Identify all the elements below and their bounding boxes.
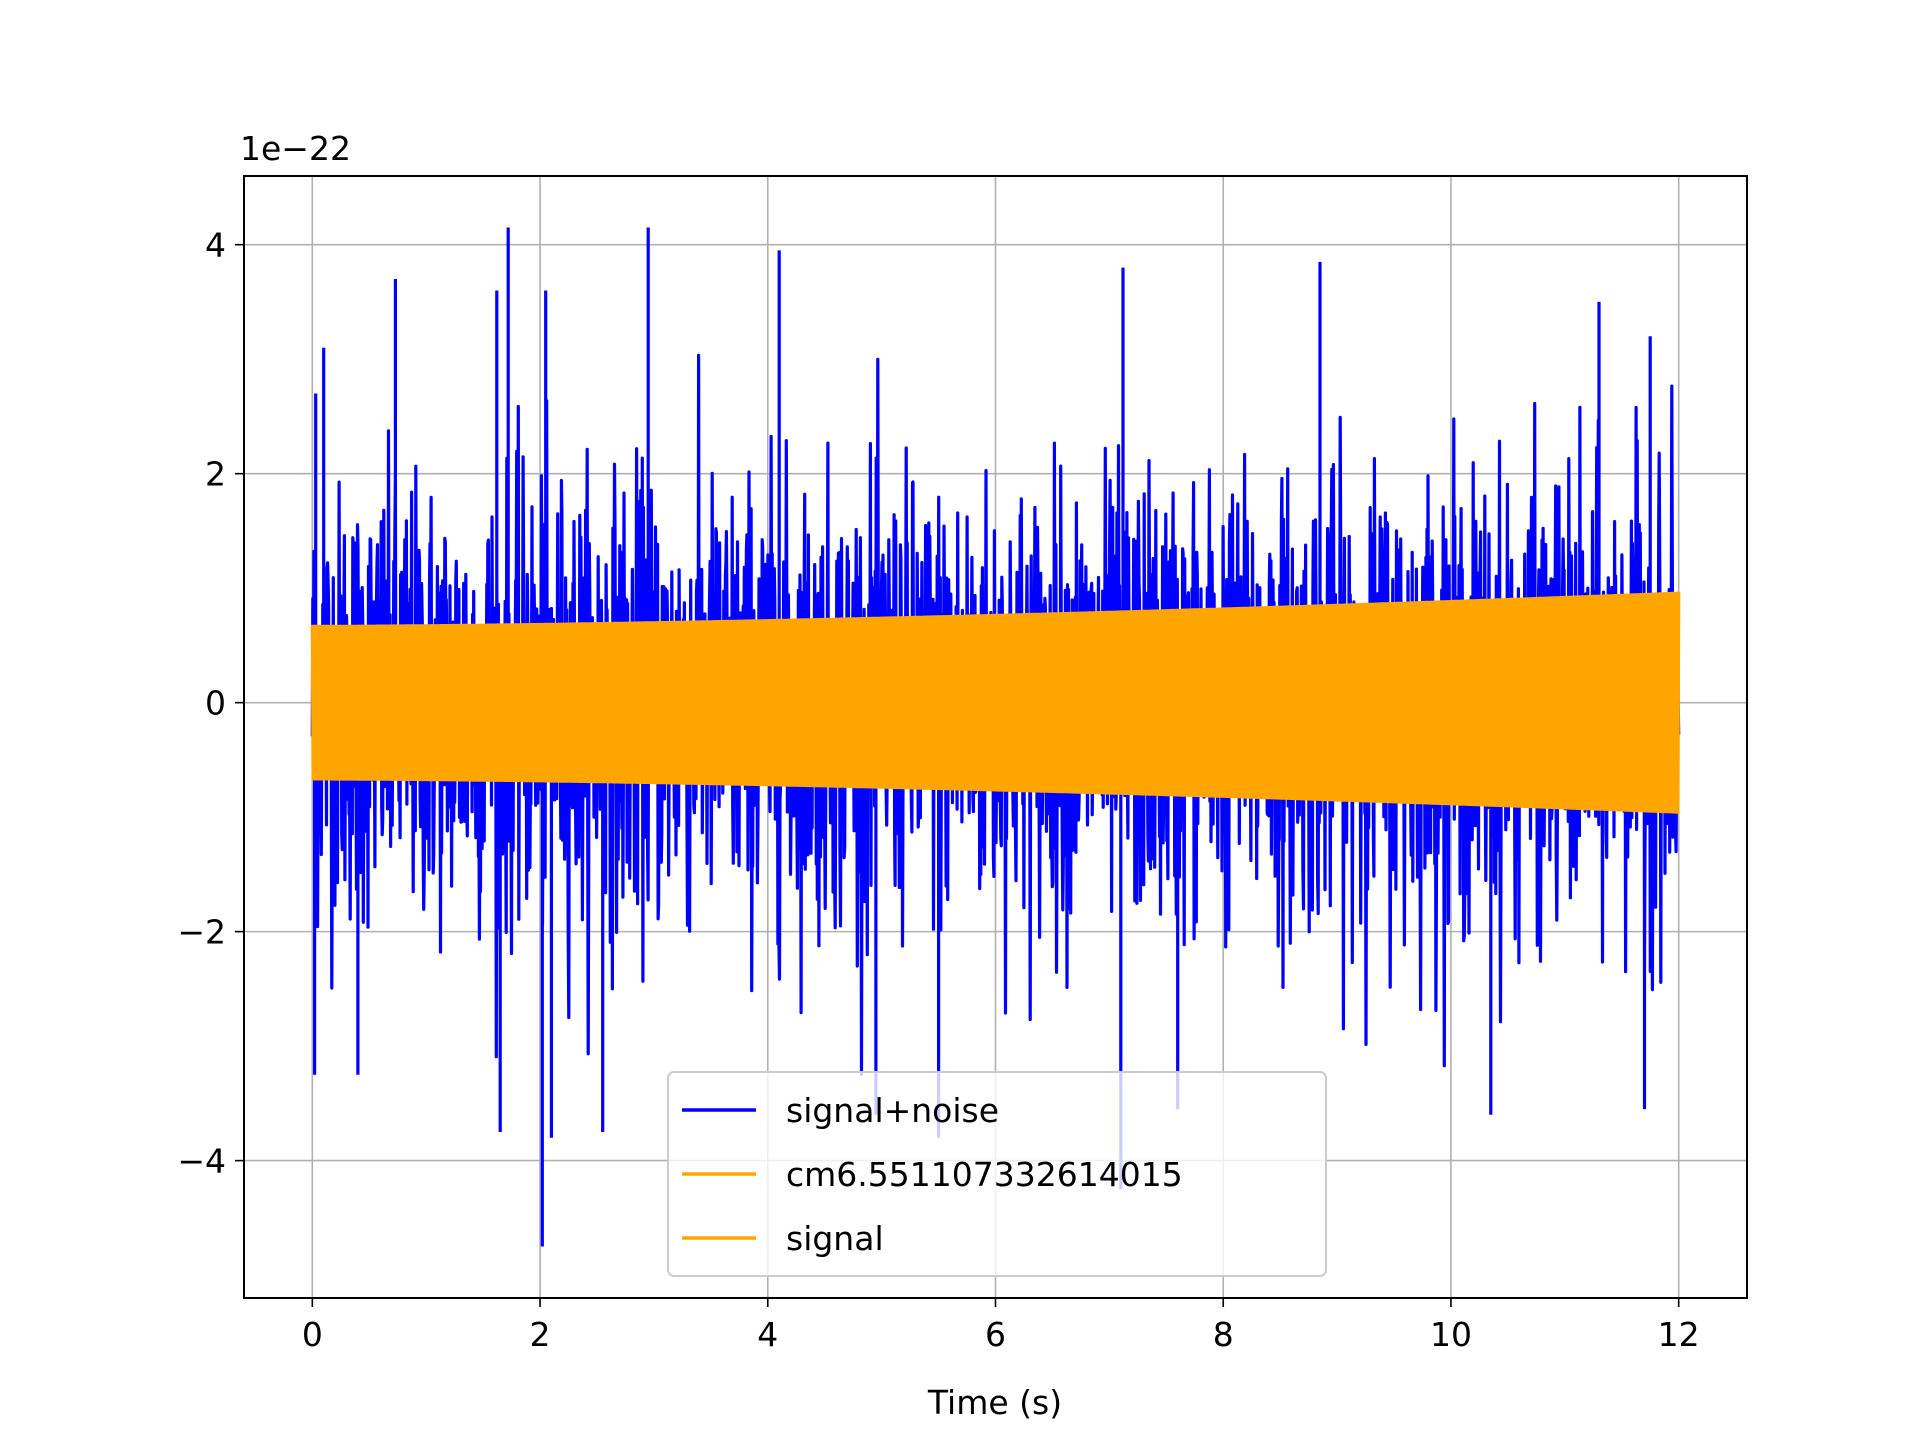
y-tick-label: 0: [205, 684, 226, 723]
x-tick-label: 10: [1430, 1315, 1472, 1354]
y-tick-label: 4: [205, 226, 226, 265]
series-signal: [310, 591, 1681, 814]
legend-label: signal: [786, 1219, 884, 1258]
plot-area: [310, 227, 1681, 1247]
x-axis-label: Time (s): [927, 1383, 1062, 1422]
legend: signal+noise cm6.551107332614015 signal: [667, 1071, 1327, 1277]
legend-label: signal+noise: [786, 1091, 999, 1130]
x-tick-label: 0: [302, 1315, 323, 1354]
x-tick-label: 2: [530, 1315, 551, 1354]
x-tick-label: 4: [757, 1315, 778, 1354]
legend-box: [667, 1071, 1327, 1277]
y-tick-label: −2: [177, 913, 226, 952]
x-tick-label: 8: [1213, 1315, 1234, 1354]
legend-label: cm6.551107332614015: [786, 1155, 1183, 1194]
x-tick-label: 12: [1658, 1315, 1700, 1354]
y-tick-label: 2: [205, 455, 226, 494]
y-axis: −4 −2 0 2 4: [177, 226, 244, 1181]
signal-line: [310, 591, 1681, 814]
x-axis: 0 2 4 6 8 10 12: [302, 1298, 1700, 1354]
y-tick-label: −4: [177, 1142, 226, 1181]
y-offset-text: 1e−22: [240, 129, 351, 168]
x-tick-label: 6: [985, 1315, 1006, 1354]
